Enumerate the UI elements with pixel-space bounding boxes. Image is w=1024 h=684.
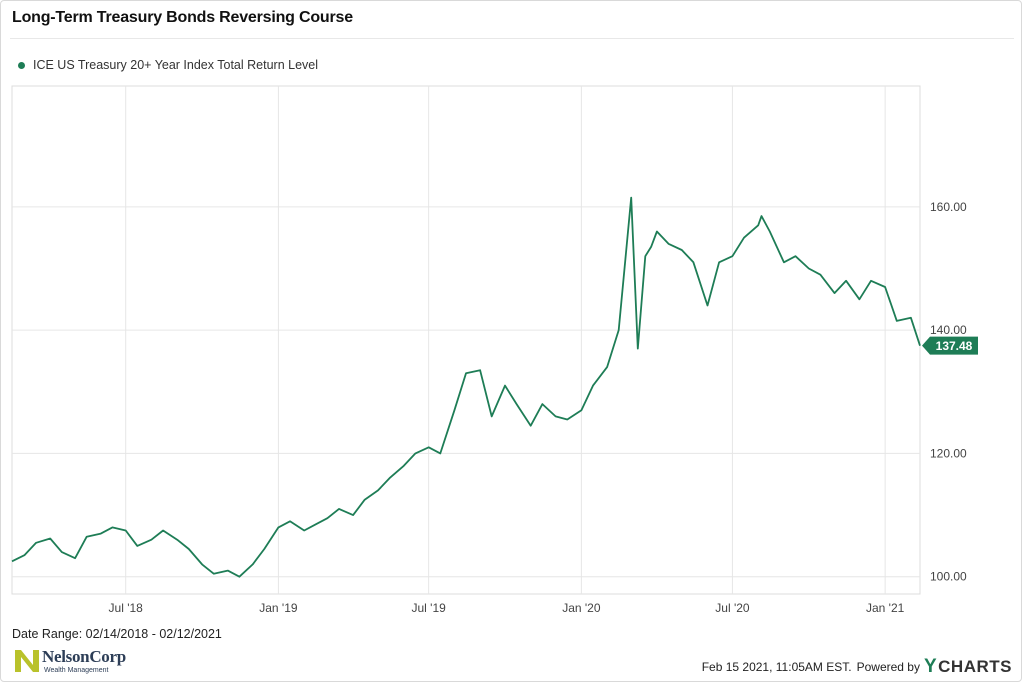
legend-dot-icon [18,61,25,69]
x-tick-label: Jan '21 [866,601,905,615]
ycharts-logo[interactable]: Y CHARTS [924,656,1012,678]
chart-title: Long-Term Treasury Bonds Reversing Cours… [12,9,353,26]
nelsoncorp-logo: NelsonCorp Wealth Management [12,645,126,677]
title-divider [10,38,1014,39]
last-value-label: 137.48 [936,339,973,353]
ycharts-wordmark: CHARTS [938,657,1012,676]
footer-attribution: Feb 15 2021, 11:05AM EST. Powered by Y C… [702,656,1012,678]
y-tick-label: 120.00 [930,446,967,460]
x-tick-label: Jan '20 [562,601,601,615]
plot-area-border [11,85,921,595]
x-tick-label: Jan '19 [259,601,298,615]
footer-timestamp: Feb 15 2021, 11:05AM EST. [701,660,852,674]
ycharts-y-icon: Y [923,656,938,677]
legend-label: ICE US Treasury 20+ Year Index Total Ret… [33,58,319,72]
date-range-label: Date Range: 02/14/2018 - 02/12/2021 [12,627,222,641]
series-line [11,196,921,578]
logo-subtitle: Wealth Management [44,667,109,674]
y-tick-label: 100.00 [930,570,967,584]
x-tick-label: Jul '20 [715,601,750,615]
x-tick-label: Jul '18 [109,601,144,615]
last-value-badge [922,336,978,355]
footer-powered-by: Powered by [856,660,920,674]
y-tick-label: 140.00 [930,323,967,337]
legend: ICE US Treasury 20+ Year Index Total Ret… [18,58,318,72]
x-tick-label: Jul '19 [411,601,446,615]
logo-name: NelsonCorp [42,647,126,666]
y-tick-label: 160.00 [930,200,967,214]
nelsoncorp-mark-icon [15,650,39,672]
